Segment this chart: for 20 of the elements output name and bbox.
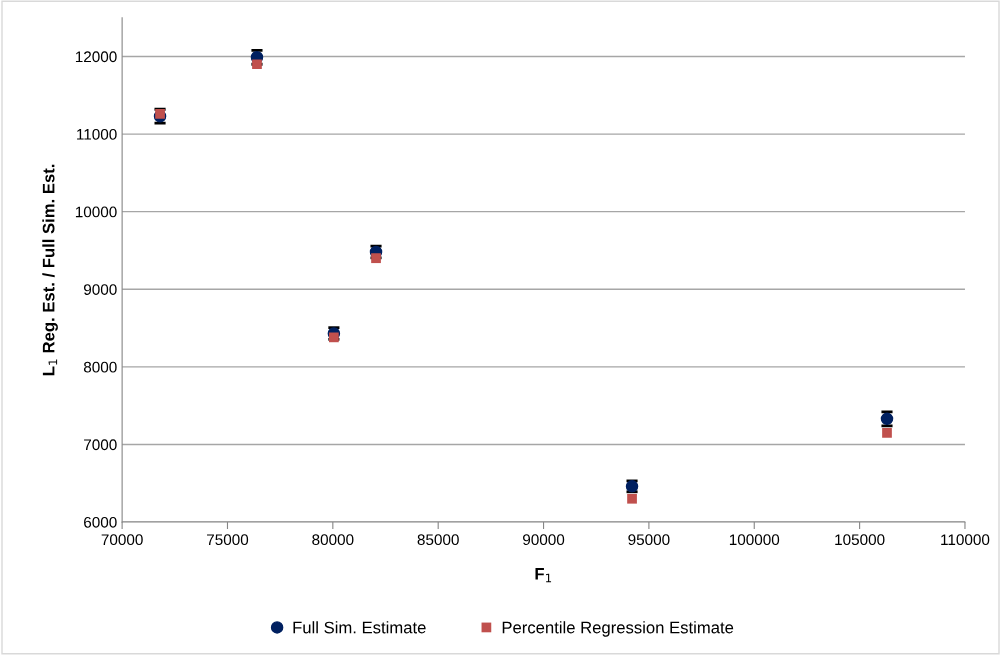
x-tick-label: 110000 — [941, 534, 990, 546]
y-tick-label: 9000 — [83, 284, 117, 295]
legend-label: Percentile Regression Estimate — [502, 621, 734, 637]
legend-label: Full Sim. Estimate — [293, 621, 426, 634]
y-tick-label: 8000 — [83, 361, 117, 373]
y-tick-label: 12000 — [75, 51, 117, 63]
x-tick-label: 90000 — [523, 534, 565, 546]
x-tick-label: 95000 — [628, 534, 670, 546]
y-tick-label: 10000 — [75, 206, 117, 218]
x-tick-label: 75000 — [207, 534, 249, 546]
y-axis-title: L$_{1}$ Reg. Est. / Full Sim. Est. — [42, 164, 58, 376]
y-tick-label: 11000 — [77, 128, 117, 140]
x-tick-label: 105000 — [835, 534, 885, 546]
x-tick-label: 70000 — [101, 534, 143, 546]
y-tick-label: 7000 — [84, 439, 117, 451]
y-tick-label: 6000 — [84, 516, 117, 528]
x-tick-label: 100000 — [729, 534, 780, 546]
x-tick-label: 85000 — [417, 534, 459, 546]
x-axis-title: F$_{1}$ — [535, 568, 552, 583]
x-tick-label: 80000 — [312, 534, 354, 546]
